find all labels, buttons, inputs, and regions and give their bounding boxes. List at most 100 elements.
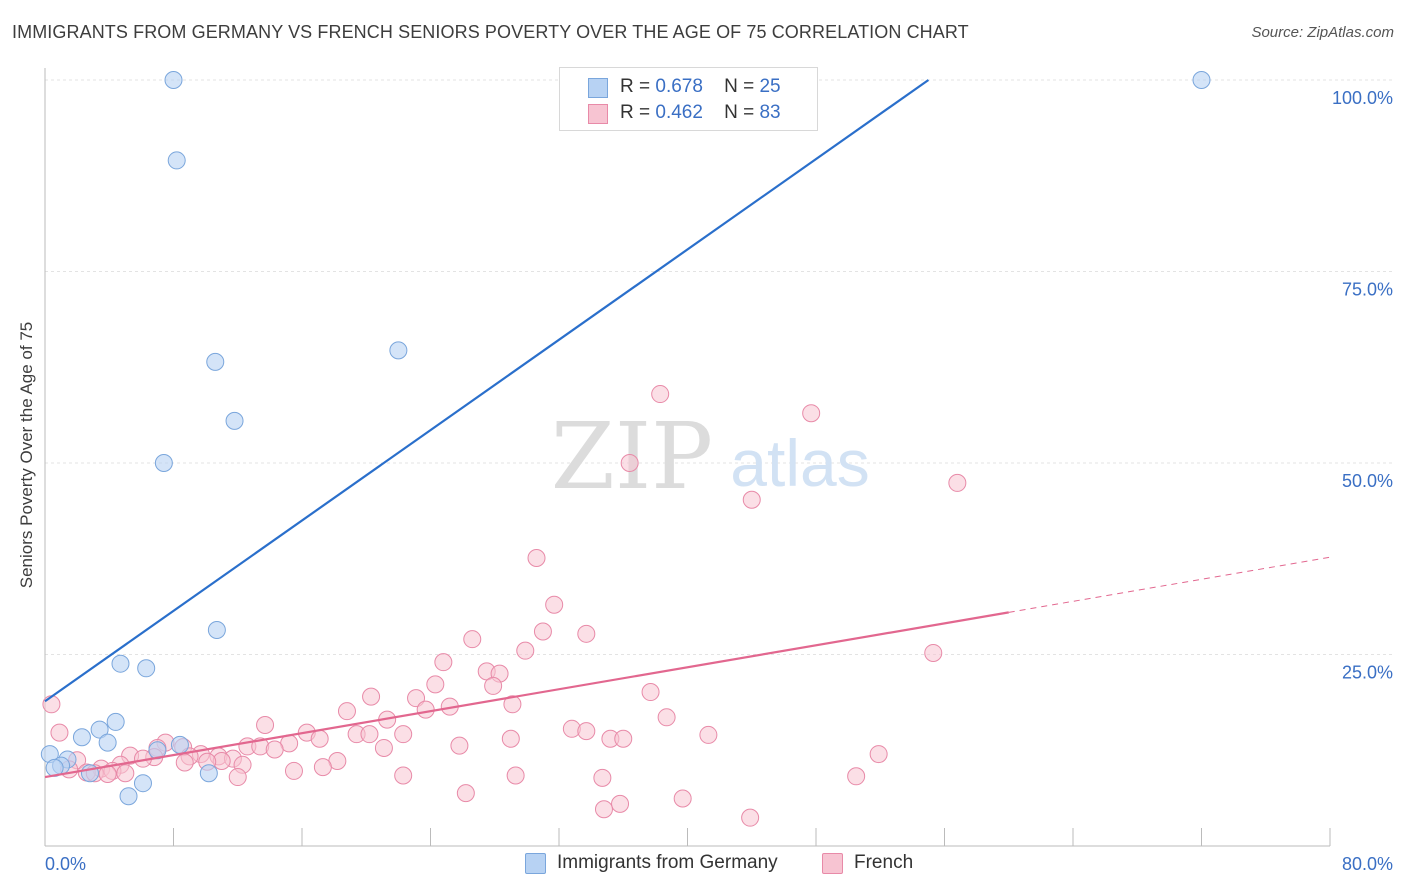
y-tick-label: 75.0% [1342,280,1393,300]
data-point-germany [111,654,130,673]
data-point-french [641,683,660,702]
tick-labels: 25.0% 50.0% 75.0% 100.0% 0.0% 80.0% [45,88,1393,874]
data-point-germany [119,787,138,806]
data-point-french [503,695,522,714]
data-point-french [533,622,552,641]
trend-line-french [44,611,1009,779]
data-point-french [426,675,445,694]
data-point-french [545,595,564,614]
data-point-french [394,766,413,785]
data-point-french [360,725,379,744]
data-point-french [593,768,612,787]
axes [44,68,1331,847]
data-point-french [651,385,670,404]
data-point-french [313,758,332,777]
data-point-french [50,723,69,742]
data-point-french [611,794,630,813]
data-point-french [337,702,356,721]
data-point-french [577,624,596,643]
data-point-french [657,708,676,727]
data-point-french [394,725,413,744]
data-point-germany [1192,71,1211,89]
data-point-french [456,784,475,803]
data-point-germany [164,71,183,89]
legend-n-value: 83 [759,102,781,123]
data-point-french [516,641,535,660]
data-point-germany [90,720,109,739]
data-point-french [577,722,596,741]
legend-r-value: 0.462 [655,102,703,123]
data-point-french [594,800,613,819]
data-point-french [527,548,546,567]
data-point-french [869,745,888,764]
data-point-french [506,766,525,785]
y-tick-label: 25.0% [1342,663,1393,683]
data-point-french [484,676,503,695]
trend-line-french-extension [1008,556,1331,613]
data-point-french [614,729,633,748]
chart-source: Source: ZipAtlas.com [1251,24,1394,41]
legend-n-value: 25 [759,76,781,97]
data-point-french [948,473,967,492]
data-point-french [116,764,135,783]
trend-line-germany [44,79,930,703]
data-point-germany [225,411,244,430]
trend-lines [44,79,1331,779]
legend-swatch-french [588,104,608,124]
x-tick-label: 0.0% [45,854,86,874]
data-point-germany [167,151,186,170]
data-point-germany [106,712,125,731]
y-axis-label: Seniors Poverty Over the Age of 75 [17,321,36,589]
x-tick-label: 80.0% [1342,854,1393,874]
data-point-germany [154,454,173,472]
data-point-french [42,695,61,714]
data-point-french [742,490,761,509]
data-point-french [741,808,760,827]
data-point-germany [207,620,226,639]
legend-label-germany: Immigrants from Germany [557,852,778,873]
legend-label-french: French [854,852,914,873]
data-point-french [407,689,426,708]
data-point-french [284,761,303,780]
gridlines [45,79,1392,655]
legend-n-label: N = [724,76,755,97]
y-tick-label: 100.0% [1332,88,1393,108]
watermark: ZIP atlas [551,403,870,510]
data-point-french [501,729,520,748]
legend-swatch-french [822,853,843,874]
chart-title: IMMIGRANTS FROM GERMANY VS FRENCH SENIOR… [12,22,969,42]
data-point-germany [199,764,218,783]
data-point-french [673,789,692,808]
legend-n-label: N = [724,102,755,123]
watermark-atlas: atlas [730,426,869,500]
y-tick-label: 50.0% [1342,471,1393,491]
legend-swatch-germany [525,853,546,874]
data-point-french [434,653,453,672]
legend-r-label: R = [620,76,651,97]
data-point-french [620,454,639,472]
data-point-germany [137,659,156,678]
data-point-french [699,725,718,744]
data-point-germany [133,774,152,793]
data-point-french [924,643,943,662]
data-point-french [416,700,435,719]
legend-r-value: 0.678 [655,76,703,97]
data-point-germany [389,341,408,360]
data-point-french [374,738,393,757]
data-point-french [256,715,275,734]
germany-points [40,71,1211,806]
data-point-french [175,753,194,772]
data-point-germany [98,733,117,752]
legend-r-label: R = [620,102,651,123]
data-point-french [847,767,866,786]
data-point-french [362,687,381,706]
data-point-germany [170,735,189,754]
data-point-french [463,630,482,649]
correlation-legend: R = 0.678 N = 25 R = 0.462 N = 83 [559,67,818,131]
data-point-french [450,736,469,755]
data-point-french [228,768,247,787]
data-point-germany [72,728,91,747]
data-point-french [265,740,284,759]
data-point-french [802,404,821,423]
